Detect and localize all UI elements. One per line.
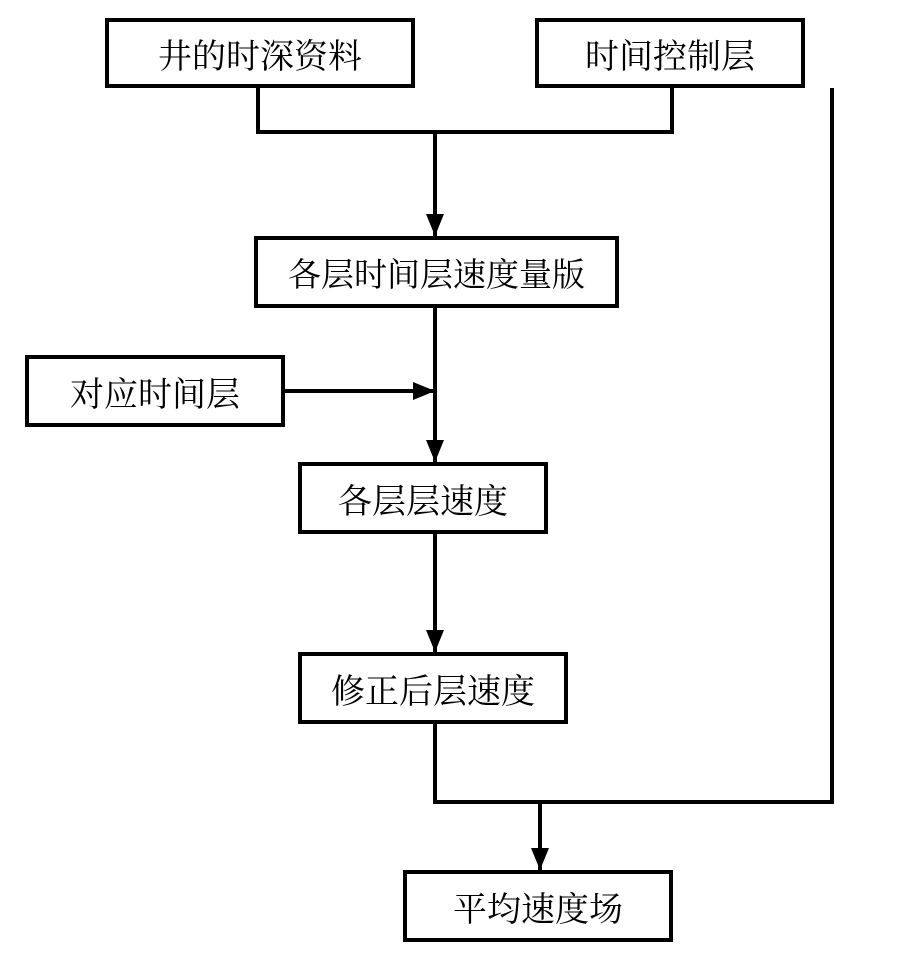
node-label: 井的时深资料 [158, 29, 362, 78]
node-label: 时间控制层 [585, 29, 755, 78]
node-average-velocity-field: 平均速度场 [403, 870, 673, 942]
node-label: 平均速度场 [453, 882, 623, 931]
node-label: 各层层速度 [338, 474, 508, 523]
node-time-control-layer: 时间控制层 [535, 18, 805, 88]
node-interval-velocity: 各层层速度 [298, 462, 548, 534]
node-label: 修正后层速度 [331, 664, 535, 713]
node-corresponding-time-layer: 对应时间层 [25, 355, 285, 427]
node-well-time-depth: 井的时深资料 [105, 18, 415, 88]
node-time-interval-velocity-template: 各层时间层速度量版 [254, 236, 619, 308]
node-label: 对应时间层 [70, 367, 240, 416]
node-label: 各层时间层速度量版 [288, 249, 585, 296]
node-corrected-interval-velocity: 修正后层速度 [298, 652, 568, 724]
